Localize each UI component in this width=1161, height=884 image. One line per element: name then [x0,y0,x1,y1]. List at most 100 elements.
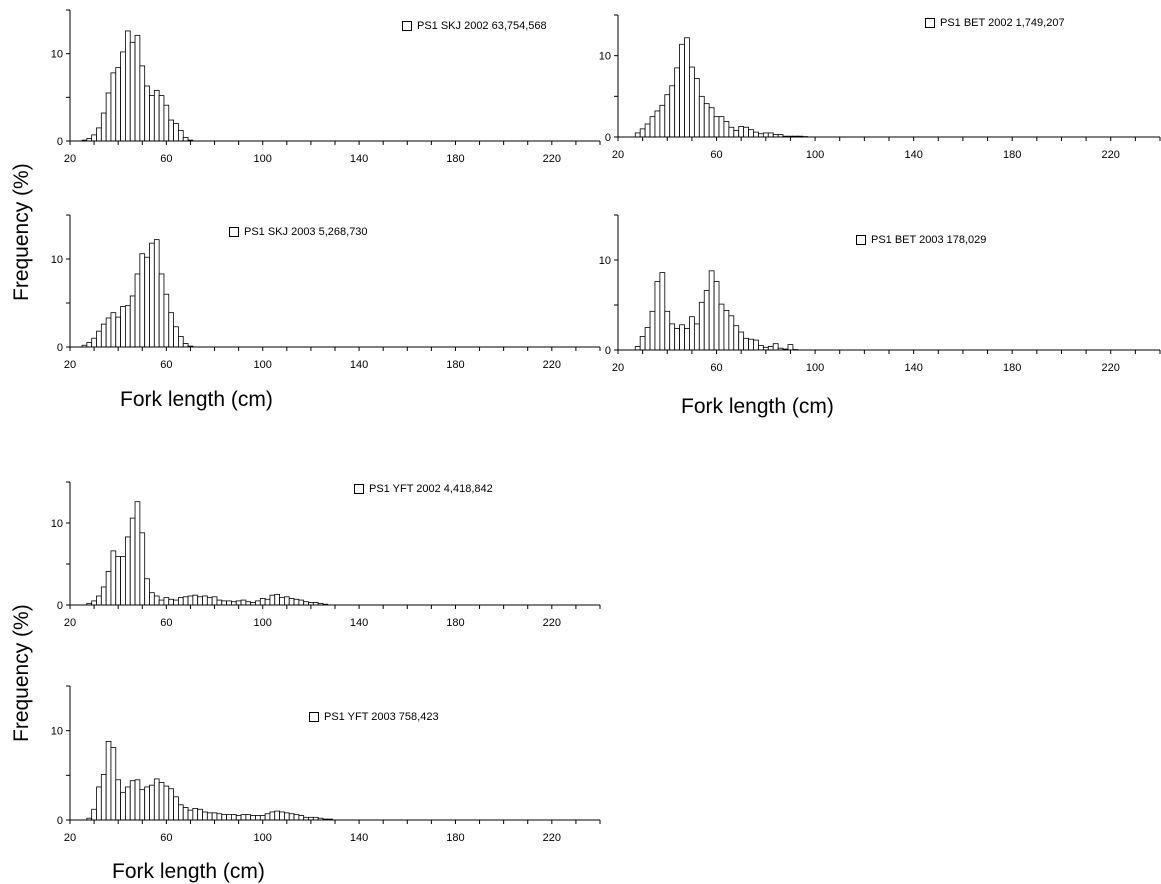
x-axis-title-left-mid: Fork length (cm) [120,388,273,411]
y-axis-title-bottom: Frequency (%) [10,604,33,742]
legend-text: PS1 YFT 2003 758,423 [324,711,439,723]
x-axis-title-bottom: Fork length (cm) [112,860,265,883]
histogram-bar [767,345,774,351]
histogram-bar [728,315,735,351]
y-tick-label: 0 [605,345,611,357]
histogram-bar [144,786,150,821]
histogram-bar [743,337,749,351]
histogram-bar [168,788,174,821]
histogram-bar [718,303,725,351]
histogram-bar [187,809,194,821]
histogram-bar [216,813,223,821]
histogram-bar [202,811,208,821]
histogram-bar [163,785,170,821]
x-tick-label: 20 [612,149,624,161]
y-tick-label: 0 [605,132,611,144]
chart-panel-yft-2002: 0 10 20 60 100 140 180 220 PS1 YFT 2002 4,418,8… [0,0,620,640]
x-tick-label: 20 [64,359,76,371]
histogram-bar [708,270,715,351]
histogram-bar [684,327,690,351]
x-axis-title-right-mid: Fork length (cm) [681,395,834,418]
y-tick-label: 0 [57,815,63,827]
x-tick-label: 180 [1003,149,1021,161]
histogram-bar [293,814,300,821]
legend-swatch [354,484,364,494]
legend-bet-2002: PS1 BET 2002 1,749,207 [925,17,1065,29]
x-tick-label: 180 [1003,362,1021,374]
legend-swatch [925,18,935,28]
chart-panel-bet-2003: 0 10 20 60 100 140 180 220 PS1 BET 2003 178,029 [0,0,1161,380]
x-tick-label: 60 [160,617,172,629]
x-tick-label: 100 [254,153,272,165]
x-tick-label: 60 [160,153,172,165]
x-tick-label: 60 [710,149,722,161]
histogram-bar [679,324,685,351]
histogram-bar [738,331,745,351]
histogram-bar [105,740,112,821]
legend-skj-2003: PS1 SKJ 2003 5,268,730 [229,226,368,238]
histogram-bar [279,811,285,821]
chart-panel-skj-2002: 0 10 20 60 100 140 180 220 PS1 SKJ 2002 63,754,… [0,0,620,175]
histogram-bar [674,327,680,351]
x-tick-label: 140 [904,149,922,161]
chart-panel-bet-2002: 0 10 20 60 100 140 180 220 PS1 BET 2002 1,749,2… [0,0,1161,175]
x-tick-label: 20 [612,362,624,374]
chart-panel-yft-2003: 0 10 20 60 100 140 180 220 PS1 YFT 2003 758,423 [51,685,601,844]
histogram-bar [758,345,764,351]
legend-text: PS1 SKJ 2003 5,268,730 [244,226,368,238]
histogram-bar [644,327,651,351]
y-tick-label: 0 [57,342,63,354]
x-tick-label: 220 [1102,149,1120,161]
y-tick-label: 10 [51,518,63,530]
y-tick-label: 10 [51,254,63,266]
y-axis-title-top: Frequency (%) [10,163,33,301]
histogram-bar [158,782,165,821]
histogram-bar [178,804,184,821]
chart-svg-bet-2002: 0 10 20 60 100 140 180 220 [599,14,1161,161]
legend-swatch [229,227,239,237]
histogram-bar [149,784,155,821]
histogram-bar [110,747,117,821]
histogram-bar [240,814,247,821]
x-tick-label: 100 [806,362,824,374]
legend-skj-2002: PS1 SKJ 2002 63,754,568 [402,20,547,32]
x-tick-label: 220 [543,832,561,844]
histogram-bar [173,796,179,821]
chart-svg-skj-2002: 0 10 20 60 100 140 180 220 [51,9,601,165]
histogram-bar [197,808,203,821]
histogram-bar [96,786,102,821]
x-tick-label: 100 [254,359,272,371]
legend-text: PS1 BET 2003 178,029 [871,234,987,246]
histogram-bar [703,290,710,351]
x-tick-label: 140 [904,362,922,374]
x-tick-label: 60 [710,362,722,374]
histogram-bar [129,780,136,821]
histogram-bar [235,815,242,821]
histogram-bar [669,323,676,351]
y-tick-label: 0 [57,600,63,612]
histogram-bar [206,812,213,821]
legend-text: PS1 BET 2002 1,749,207 [940,17,1065,29]
histogram-bar [748,338,754,351]
legend-yft-2003: PS1 YFT 2003 758,423 [309,711,439,723]
histogram-bar [689,316,695,351]
histogram-bar [115,779,121,821]
x-tick-label: 220 [543,359,561,371]
histogram-bar [693,323,700,351]
histogram-bar [733,325,740,351]
histogram-bar [250,815,256,821]
histogram-bar [713,281,720,351]
legend-swatch [402,21,412,31]
histogram-bar [259,815,266,821]
histogram-bar [100,774,107,821]
legend-text: PS1 YFT 2002 4,418,842 [369,483,493,495]
x-tick-label: 100 [254,617,272,629]
histogram-bar [284,812,290,821]
histogram-bar [787,344,794,351]
y-tick-label: 10 [51,726,63,738]
histogram-bar [134,779,141,821]
histogram-bar [255,815,261,821]
histogram-bar [274,810,280,821]
chart-panel-skj-2003: 0 10 20 60 100 140 180 220 PS1 SKJ 2003 5,268,7… [0,0,620,380]
histogram-bar [221,814,227,821]
